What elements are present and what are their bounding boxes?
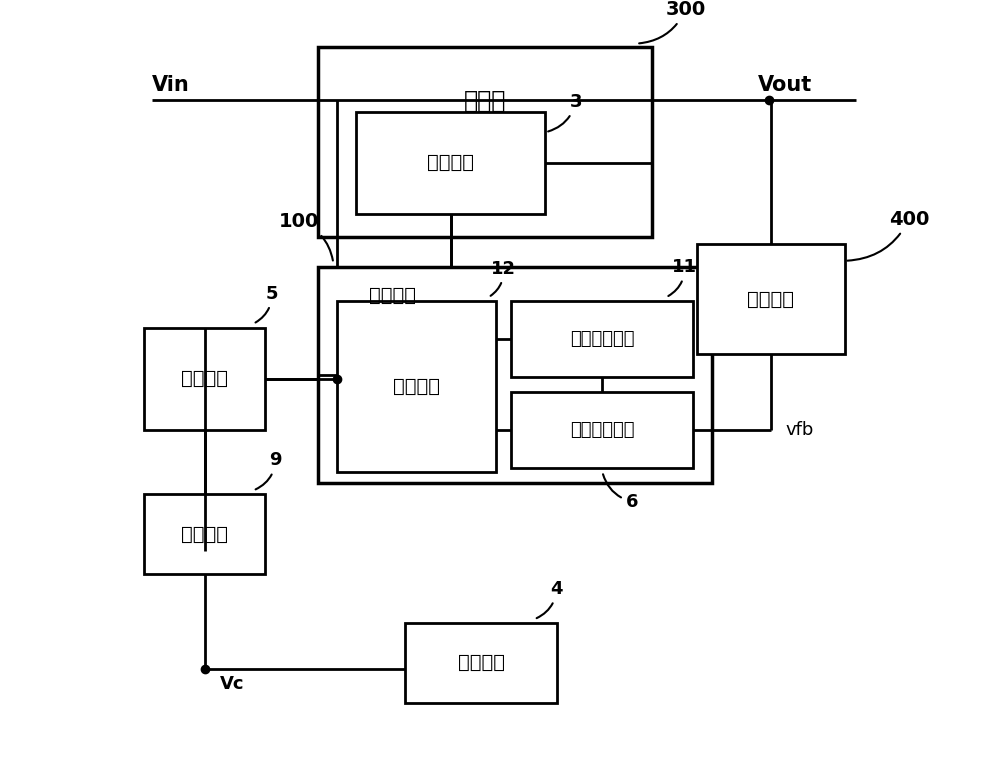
Text: Vin: Vin	[152, 75, 189, 95]
Text: 第一比较模块: 第一比较模块	[570, 421, 635, 439]
Bar	[356, 112, 545, 214]
Bar	[318, 48, 652, 237]
Text: Vout: Vout	[758, 75, 812, 95]
Bar	[697, 245, 845, 354]
Text: 12: 12	[491, 259, 516, 296]
Text: 开关模块: 开关模块	[427, 153, 474, 173]
Text: 100: 100	[279, 212, 333, 261]
Text: 频率检测模块: 频率检测模块	[570, 330, 635, 348]
Text: 控制模块: 控制模块	[393, 377, 440, 396]
Bar	[144, 494, 265, 574]
Text: Vc: Vc	[220, 675, 244, 693]
Bar	[144, 328, 265, 430]
Text: 5: 5	[255, 285, 278, 323]
Text: 主电路: 主电路	[464, 88, 506, 113]
Bar	[511, 392, 693, 468]
Text: 钳位模块: 钳位模块	[181, 525, 228, 544]
Text: 驱动单元: 驱动单元	[181, 369, 228, 388]
Text: 6: 6	[603, 474, 639, 511]
Text: vfb: vfb	[786, 421, 814, 439]
Bar	[405, 623, 557, 703]
Bar	[511, 301, 693, 377]
Bar	[337, 301, 496, 472]
Text: 9: 9	[256, 451, 282, 489]
Text: 3: 3	[548, 93, 582, 131]
Bar	[318, 267, 712, 483]
Text: 11: 11	[668, 258, 697, 296]
Text: 转换单元: 转换单元	[458, 653, 505, 673]
Text: 4: 4	[537, 580, 563, 618]
Text: 400: 400	[847, 209, 929, 261]
Text: 300: 300	[639, 0, 706, 44]
Text: 反馈电路: 反馈电路	[747, 290, 794, 309]
Text: 控制电路: 控制电路	[369, 285, 416, 304]
